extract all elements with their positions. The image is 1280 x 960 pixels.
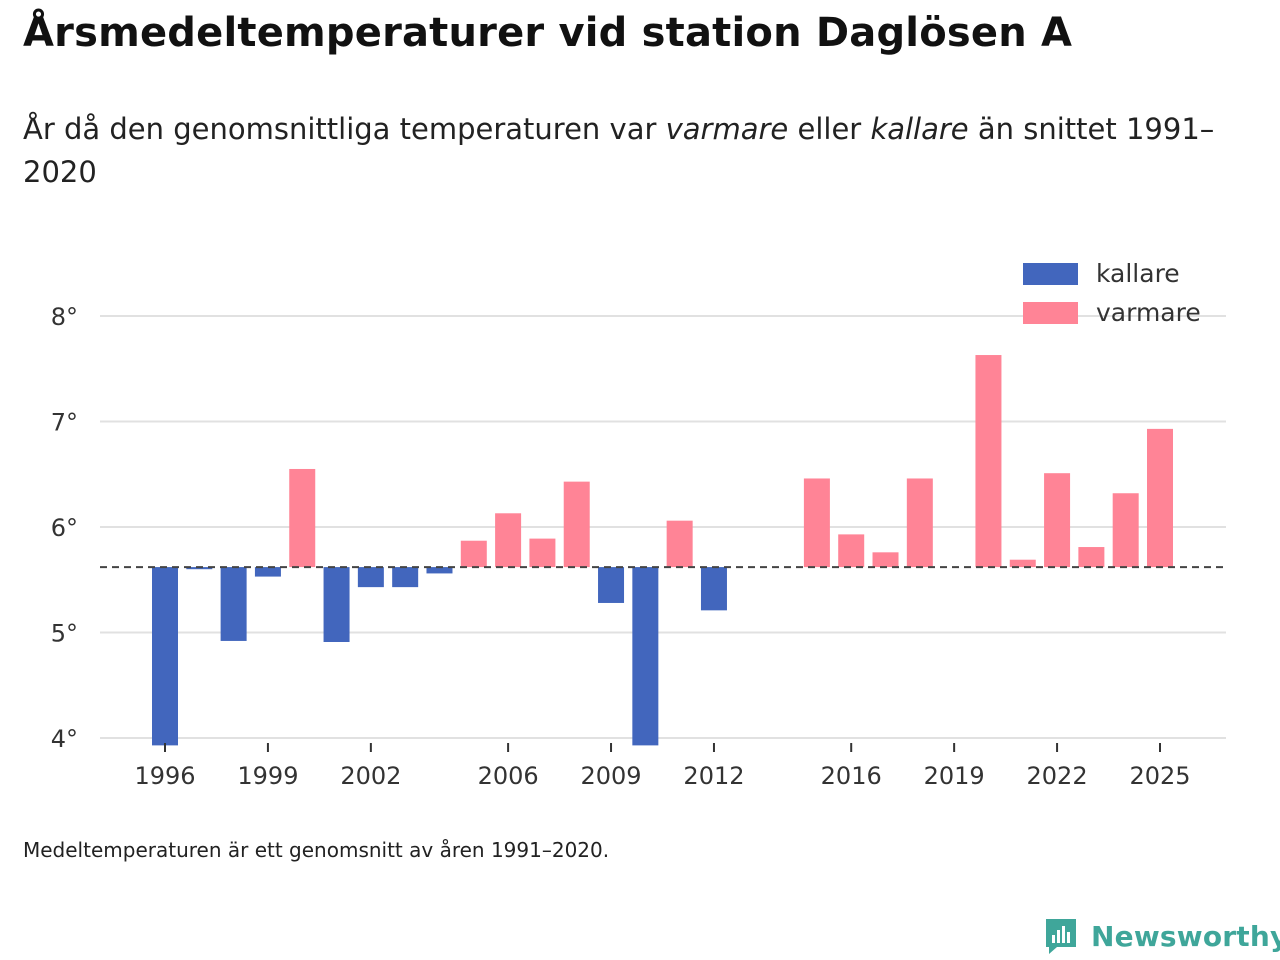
bar-1999	[254, 567, 281, 577]
newsworthy-brand: Newsworthy	[1043, 916, 1280, 956]
bar-2007	[529, 538, 556, 568]
bar-1998	[220, 567, 247, 641]
bar-2004	[426, 567, 453, 574]
temperature-bar-chart: 4° 5° 6° 7° 8° 1996 1999 2002 2006 2009 2012 2016 20…	[51, 259, 1226, 790]
bar-2025	[1147, 428, 1173, 568]
y-tick-label: 5°	[51, 620, 78, 648]
bar-2016	[838, 534, 865, 568]
brand-name: Newsworthy	[1091, 919, 1280, 953]
x-tick-label: 2002	[340, 762, 401, 790]
y-tick-label: 4°	[51, 725, 78, 753]
legend-swatch-varmare	[1023, 302, 1078, 324]
bar-2001	[323, 567, 350, 642]
y-tick-label: 8°	[51, 303, 78, 331]
bar-2017	[872, 552, 899, 568]
bar-2020	[975, 355, 1002, 568]
bar-2012	[700, 567, 727, 611]
x-tick-label: 2016	[821, 762, 882, 790]
y-tick-label: 6°	[51, 514, 78, 542]
chart-title: Årsmedeltemperaturer vid station Daglöse…	[23, 10, 1073, 56]
newsworthy-logo-icon	[1046, 919, 1076, 954]
bar-1996	[152, 567, 178, 746]
x-tick-label: 2025	[1129, 762, 1190, 790]
bar-2000	[289, 468, 316, 568]
chart-subtitle: År då den genomsnittliga temperaturen va…	[23, 108, 1223, 194]
legend-swatch-kallare	[1023, 263, 1078, 285]
bar-2021	[1009, 559, 1036, 568]
x-tick-label: 1999	[237, 762, 298, 790]
x-tick-label: 1996	[134, 762, 195, 790]
footnote: Medeltemperaturen är ett genomsnitt av å…	[23, 838, 610, 862]
bar-2003	[392, 567, 419, 588]
x-tick-label: 2006	[478, 762, 539, 790]
bar-2023	[1078, 547, 1105, 568]
bar-2005	[460, 540, 487, 568]
x-tick-label: 2022	[1027, 762, 1088, 790]
y-tick-label: 7°	[51, 409, 78, 437]
subtitle-warm-word: varmare	[665, 112, 789, 146]
legend-label-varmare: varmare	[1096, 298, 1201, 327]
x-tick-label: 2009	[580, 762, 641, 790]
x-tick-label: 2019	[924, 762, 985, 790]
bar-2002	[357, 567, 384, 588]
bar-2018	[906, 478, 933, 568]
bar-2024	[1112, 493, 1139, 568]
bar-2008	[563, 481, 590, 568]
x-tick-label: 2012	[683, 762, 744, 790]
bar-2015	[803, 478, 830, 568]
bar-1997	[186, 567, 213, 570]
legend-label-kallare: kallare	[1096, 259, 1180, 288]
bar-2006	[495, 513, 522, 568]
bar-2009	[598, 567, 625, 603]
bar-2010	[632, 567, 659, 746]
subtitle-text-1: År då den genomsnittliga temperaturen va…	[23, 112, 666, 146]
subtitle-text-2: eller	[788, 112, 871, 146]
bar-2022	[1044, 473, 1071, 568]
subtitle-text-3: än snittet 1991–2020	[23, 112, 1215, 189]
bar-2011	[666, 520, 693, 568]
subtitle-cold-word: kallare	[870, 112, 969, 146]
